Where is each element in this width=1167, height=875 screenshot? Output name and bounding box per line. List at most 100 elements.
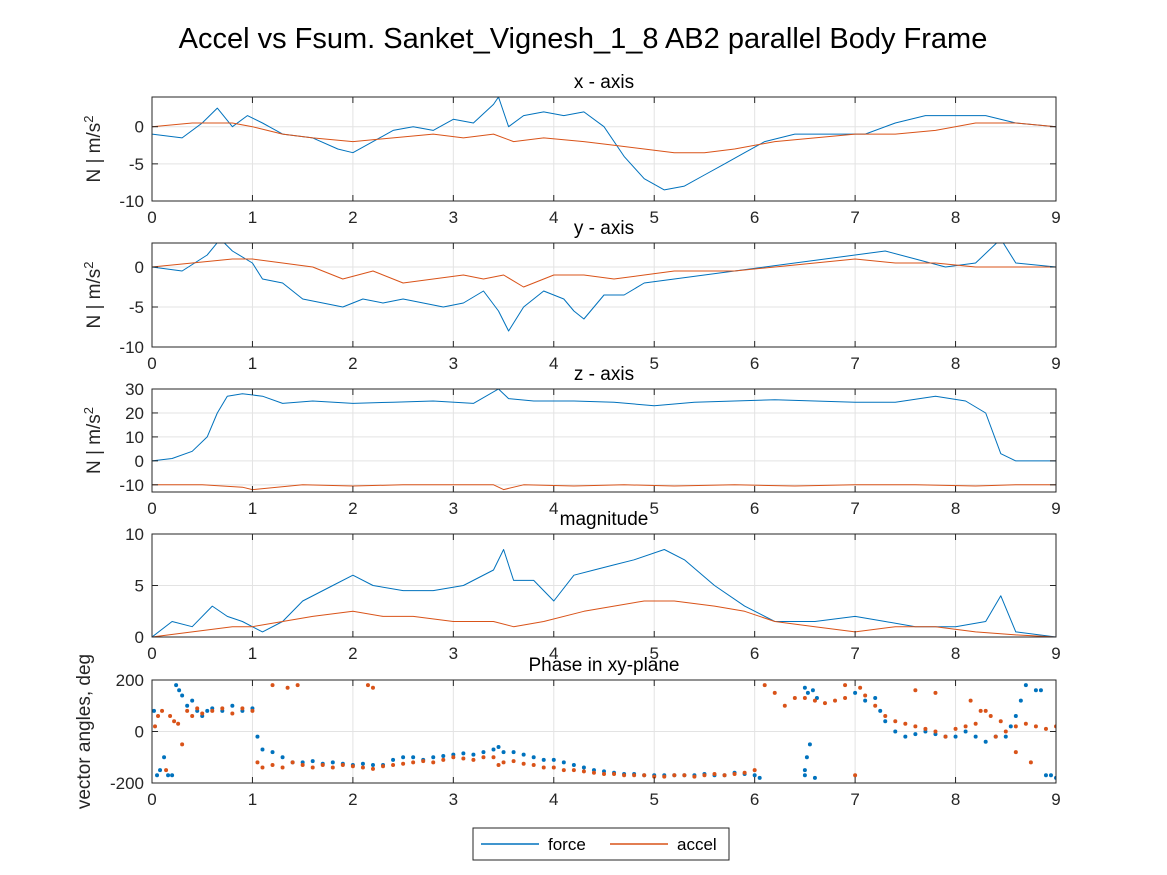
data-point-force [471, 752, 476, 757]
data-point-accel [240, 706, 245, 711]
data-point-force [205, 708, 210, 713]
data-point-accel [792, 696, 797, 701]
data-point-accel [642, 773, 647, 778]
series-line-force [152, 97, 1056, 191]
x-tick-label: 5 [649, 644, 658, 663]
data-point-accel [943, 734, 948, 739]
data-point-accel [953, 726, 958, 731]
data-point-accel [873, 703, 878, 708]
x-tick-label: 6 [750, 790, 759, 809]
data-point-force [973, 734, 978, 739]
data-point-accel [200, 711, 205, 716]
x-tick-label: 4 [549, 354, 558, 373]
data-point-accel [883, 714, 888, 719]
data-point-force [391, 757, 396, 762]
x-tick-label: 1 [248, 208, 257, 227]
x-tick-label: 0 [147, 790, 156, 809]
data-point-force [170, 773, 175, 778]
y-tick-label: 10 [125, 525, 144, 544]
data-point-accel [622, 773, 627, 778]
data-point-accel [168, 714, 173, 719]
data-point-accel [350, 764, 355, 769]
data-point-force [1023, 683, 1028, 688]
data-point-accel [310, 765, 315, 770]
data-point-accel [988, 714, 993, 719]
data-point-accel [370, 766, 375, 771]
data-point-accel [401, 761, 406, 766]
data-point-force [310, 759, 315, 764]
data-point-accel [230, 711, 235, 716]
y-tick-label: -10 [119, 338, 144, 357]
data-point-accel [370, 685, 375, 690]
data-point-force [1033, 688, 1038, 693]
x-tick-label: 1 [248, 499, 257, 518]
series-line-force [152, 389, 1056, 462]
data-point-accel [441, 757, 446, 762]
data-point-accel [176, 721, 181, 726]
data-point-accel [662, 774, 667, 779]
x-tick-label: 9 [1051, 499, 1060, 518]
legend: force accel [472, 827, 730, 861]
x-tick-label: 1 [248, 790, 257, 809]
data-point-accel [280, 765, 285, 770]
data-point-accel [551, 765, 556, 770]
data-point-accel [973, 721, 978, 726]
data-point-accel [391, 762, 396, 767]
x-tick-label: 2 [348, 354, 357, 373]
x-tick-label: 1 [248, 354, 257, 373]
plot-area [152, 97, 1056, 201]
axes-box [151, 388, 1057, 493]
series-line-accel [152, 484, 1056, 491]
legend-label-accel: accel [677, 835, 717, 854]
data-point-force [812, 775, 817, 780]
x-tick-label: 3 [449, 644, 458, 663]
data-point-force [953, 734, 958, 739]
data-point-force [431, 755, 436, 760]
x-tick-label: 3 [449, 790, 458, 809]
data-point-force [541, 757, 546, 762]
data-point-force [360, 761, 365, 766]
legend-label-force: force [548, 835, 586, 854]
data-point-accel [612, 771, 617, 776]
x-tick-label: 7 [850, 208, 859, 227]
data-point-accel [722, 773, 727, 778]
y-tick-label: 5 [135, 577, 144, 596]
y-tick-label: 0 [135, 723, 144, 742]
data-point-accel [1013, 724, 1018, 729]
data-point-force [280, 755, 285, 760]
data-point-accel [195, 706, 200, 711]
data-point-force [873, 696, 878, 701]
data-point-force [893, 729, 898, 734]
data-point-accel [481, 755, 486, 760]
x-tick-label: 3 [449, 499, 458, 518]
data-point-accel [893, 719, 898, 724]
data-point-accel [220, 706, 225, 711]
x-tick-label: 2 [348, 499, 357, 518]
data-point-accel [692, 774, 697, 779]
data-point-force [963, 729, 968, 734]
data-point-accel [295, 683, 300, 688]
plot-area [152, 389, 1056, 492]
data-point-force [330, 760, 335, 765]
data-point-accel [260, 765, 265, 770]
data-point-force [1018, 698, 1023, 703]
data-point-accel [185, 708, 190, 713]
y-tick-label: 0 [135, 258, 144, 277]
data-point-accel [255, 760, 260, 765]
data-point-force [185, 703, 190, 708]
data-point-accel [772, 690, 777, 695]
y-tick-label: 0 [135, 452, 144, 471]
data-point-accel [602, 771, 606, 776]
data-point-accel [833, 698, 838, 703]
data-point-force [230, 703, 235, 708]
y-axis-label: N | m/s2 [81, 261, 106, 328]
data-point-accel [913, 688, 918, 693]
x-tick-label: 9 [1051, 790, 1060, 809]
data-point-accel [933, 729, 938, 734]
data-point-accel [521, 761, 526, 766]
data-point-force [581, 765, 586, 770]
data-point-accel [491, 755, 496, 760]
data-point-accel [290, 760, 295, 765]
data-point-accel [160, 708, 165, 713]
